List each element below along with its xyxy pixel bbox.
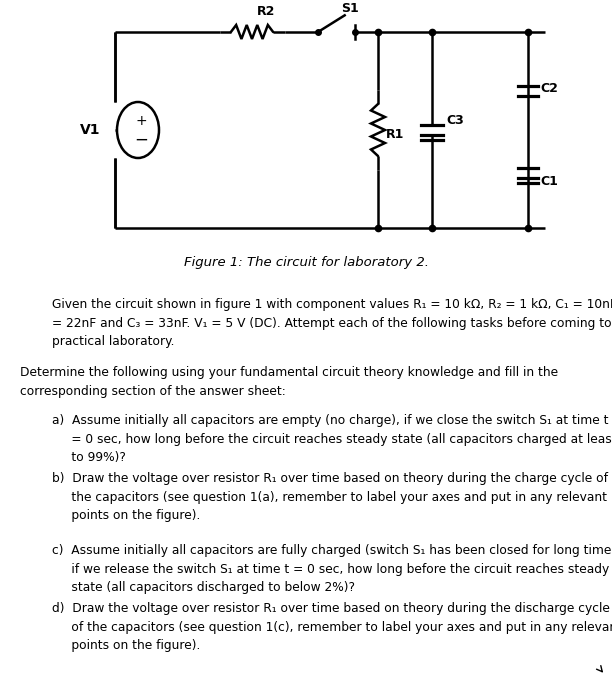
Text: C1: C1 xyxy=(540,175,558,187)
Text: R2: R2 xyxy=(257,5,275,18)
Text: Determine the following using your fundamental circuit theory knowledge and fill: Determine the following using your funda… xyxy=(20,366,558,397)
Text: b)  Draw the voltage over resistor R₁ over time based on theory during the charg: b) Draw the voltage over resistor R₁ ove… xyxy=(52,472,608,522)
Text: Figure 1: The circuit for laboratory 2.: Figure 1: The circuit for laboratory 2. xyxy=(184,256,428,269)
Text: S1: S1 xyxy=(341,2,359,15)
Text: a)  Assume initially all capacitors are empty (no charge), if we close the switc: a) Assume initially all capacitors are e… xyxy=(52,414,612,464)
Text: V1: V1 xyxy=(80,123,100,137)
Text: d)  Draw the voltage over resistor R₁ over time based on theory during the disch: d) Draw the voltage over resistor R₁ ove… xyxy=(52,602,612,652)
Text: R1: R1 xyxy=(386,128,405,141)
Text: −: − xyxy=(134,131,148,149)
Text: Given the circuit shown in figure 1 with component values R₁ = 10 kΩ, R₂ = 1 kΩ,: Given the circuit shown in figure 1 with… xyxy=(52,298,612,348)
Text: C3: C3 xyxy=(446,113,464,126)
Text: +: + xyxy=(135,114,147,128)
Text: c)  Assume initially all capacitors are fully charged (switch S₁ has been closed: c) Assume initially all capacitors are f… xyxy=(52,544,612,594)
Text: C2: C2 xyxy=(540,82,558,95)
